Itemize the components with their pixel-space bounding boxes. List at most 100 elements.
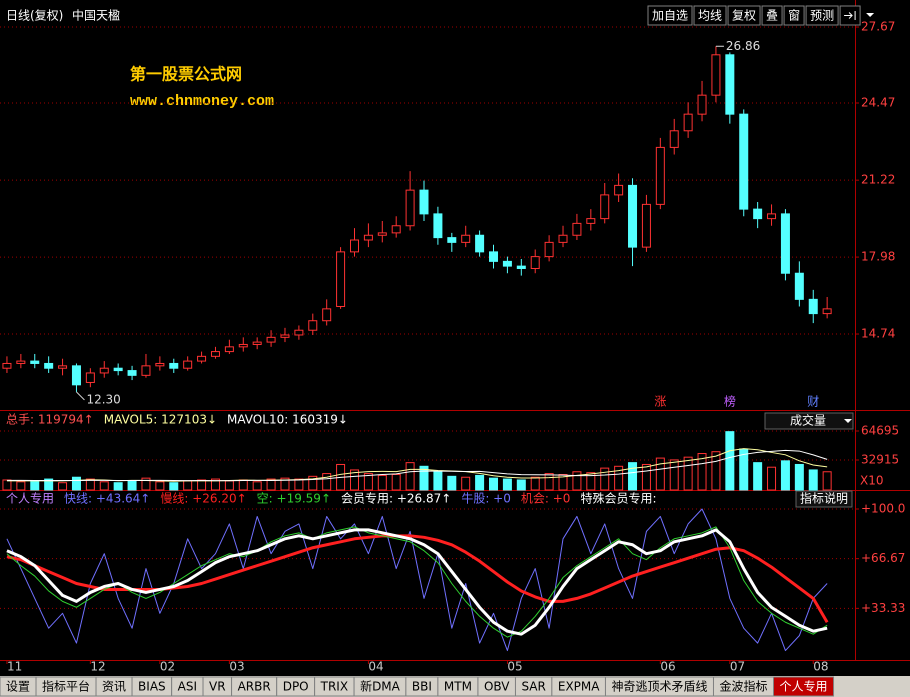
legend-entry: 快线: +43.64↑ bbox=[64, 492, 150, 506]
help-button[interactable] bbox=[795, 490, 853, 508]
toolbar-label[interactable]: 窗 bbox=[788, 9, 800, 23]
dropdown-icon[interactable] bbox=[866, 13, 875, 17]
toolbar-label[interactable]: 预测 bbox=[810, 9, 834, 23]
volume-bar bbox=[44, 478, 54, 491]
volume-bar bbox=[558, 474, 568, 491]
tab-label[interactable]: 资讯 bbox=[102, 680, 126, 694]
volume-bar bbox=[419, 465, 429, 491]
indicator-select[interactable] bbox=[764, 412, 854, 430]
tab-label[interactable]: SAR bbox=[521, 680, 545, 694]
volume-bar bbox=[544, 473, 554, 491]
tab-label[interactable]: 指标平台 bbox=[42, 679, 90, 694]
toolbar-label[interactable]: 加自选 bbox=[652, 9, 688, 23]
volume-bar bbox=[280, 477, 290, 491]
y-tick-label: 24.47 bbox=[861, 96, 895, 110]
candle-body bbox=[711, 54, 721, 96]
y-tick-label: 32915 bbox=[861, 452, 899, 466]
volume-bar bbox=[683, 456, 693, 491]
tab-label[interactable]: BIAS bbox=[138, 680, 166, 694]
event-marker[interactable]: 涨 bbox=[654, 394, 666, 409]
tab-label[interactable]: 设置 bbox=[6, 680, 30, 694]
toolbar-label[interactable]: 均线 bbox=[698, 9, 722, 23]
volume-bar bbox=[224, 480, 234, 491]
candle-body bbox=[155, 362, 165, 367]
candle-body bbox=[280, 334, 290, 338]
legend-entry: 会员专用: +26.87↑ bbox=[341, 491, 451, 506]
volume-bar bbox=[753, 462, 763, 491]
volume-bar bbox=[808, 469, 818, 491]
indicator-line bbox=[6, 526, 828, 638]
tab-label[interactable]: ASI bbox=[178, 680, 197, 694]
volume-bar bbox=[210, 478, 220, 491]
x-tick-label: 11 bbox=[7, 660, 22, 674]
volume-bar bbox=[530, 476, 540, 491]
candle-body bbox=[697, 94, 707, 115]
volume-bar bbox=[238, 479, 248, 491]
candle-body bbox=[502, 260, 512, 267]
candle-body bbox=[197, 355, 207, 362]
volume-bar bbox=[377, 474, 387, 491]
tab-label[interactable]: 个人专用 bbox=[780, 679, 828, 694]
help-label[interactable]: 指标说明 bbox=[800, 491, 848, 506]
volume-bar bbox=[2, 479, 12, 491]
toolbar-button[interactable] bbox=[693, 5, 727, 26]
candle-body bbox=[600, 194, 610, 220]
tab-label[interactable]: EXPMA bbox=[558, 680, 600, 694]
volume-bar bbox=[349, 469, 359, 491]
legend-entry: 个人专用 bbox=[6, 491, 54, 506]
toolbar-button[interactable] bbox=[727, 5, 761, 26]
candle-body bbox=[377, 232, 387, 236]
volume-bar bbox=[461, 476, 471, 491]
tab-label[interactable]: TRIX bbox=[320, 680, 348, 694]
toolbar-label[interactable]: 复权 bbox=[732, 9, 756, 23]
tab[interactable] bbox=[773, 676, 835, 697]
event-marker[interactable]: 榜 bbox=[724, 394, 736, 409]
tab-label[interactable]: ARBR bbox=[238, 680, 271, 694]
toolbar-button[interactable] bbox=[761, 5, 783, 26]
event-marker[interactable]: 财 bbox=[807, 395, 819, 409]
tab-label[interactable]: DPO bbox=[283, 680, 309, 694]
tab-label[interactable]: MTM bbox=[444, 680, 472, 694]
volume-bar bbox=[30, 480, 40, 491]
candle-body bbox=[794, 272, 804, 300]
tab-label[interactable]: 新DMA bbox=[360, 679, 401, 694]
indicator-name[interactable]: 成交量 bbox=[790, 413, 826, 428]
volume-bar bbox=[266, 478, 276, 491]
candle-body bbox=[586, 218, 596, 224]
candle-body bbox=[113, 367, 123, 372]
volume-bar bbox=[127, 480, 137, 491]
toolbar-label[interactable]: 叠 bbox=[766, 9, 778, 23]
tab-label[interactable]: OBV bbox=[484, 680, 510, 694]
candle-body bbox=[141, 365, 151, 376]
candle-body bbox=[266, 336, 276, 343]
toolbar-button[interactable] bbox=[805, 5, 839, 26]
toolbar-button[interactable] bbox=[783, 5, 805, 26]
volume-bar bbox=[641, 463, 651, 491]
volume-bar bbox=[711, 451, 721, 491]
candle-body bbox=[822, 308, 832, 315]
y-tick-label: 21.22 bbox=[861, 173, 895, 187]
candle-body bbox=[252, 341, 262, 345]
dropdown-icon[interactable] bbox=[844, 419, 852, 423]
x-tick-label: 07 bbox=[730, 660, 745, 674]
tab-label[interactable]: VR bbox=[209, 680, 226, 694]
volume-bar bbox=[71, 476, 81, 491]
tab-label[interactable]: BBI bbox=[412, 680, 432, 694]
legend-entry: MAVOL10: 160319↓ bbox=[227, 413, 348, 427]
candle-body bbox=[808, 298, 818, 315]
period-label: 日线(复权) bbox=[6, 9, 63, 23]
volume-bar bbox=[113, 482, 123, 491]
candle-body bbox=[363, 234, 373, 241]
candle-body bbox=[725, 54, 735, 115]
candle-body bbox=[419, 189, 429, 215]
volume-bar bbox=[516, 479, 526, 491]
tab-label[interactable]: 神奇逃顶术矛盾线 bbox=[611, 680, 707, 694]
x-tick-label: 12 bbox=[90, 660, 105, 674]
tab-label[interactable]: 金波指标 bbox=[719, 679, 767, 694]
toolbar-button[interactable] bbox=[647, 5, 693, 26]
y-tick-label: 17.98 bbox=[861, 250, 895, 264]
candle-body bbox=[349, 239, 359, 253]
candle-body bbox=[753, 208, 763, 220]
